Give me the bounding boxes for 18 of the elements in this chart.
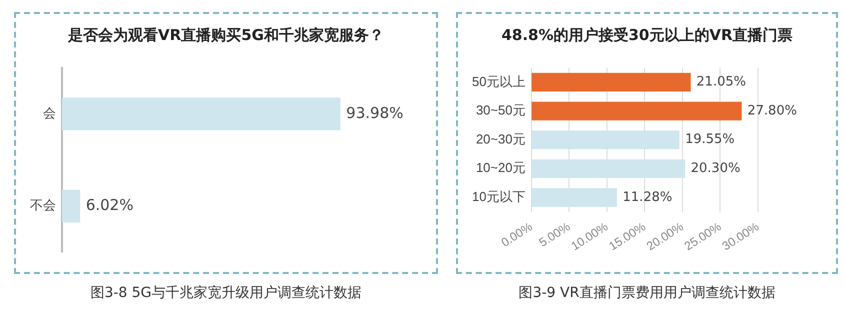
y-tick-label: 20~30元 <box>476 131 526 146</box>
data-label: 11.28% <box>622 190 672 205</box>
y-tick-label: 不会 <box>30 198 56 213</box>
data-label: 21.05% <box>696 74 746 90</box>
caption: 图3-8 5G与千兆家宽升级用户调查统计数据 <box>89 284 363 302</box>
y-tick-label: 50元以上 <box>472 74 526 89</box>
data-label: 93.98% <box>346 104 404 122</box>
y-tick-label: 10元以下 <box>472 189 526 204</box>
y-tick-label: 会 <box>43 105 56 120</box>
caption: 图3-9 VR直播门票费用用户调查统计数据 <box>518 284 776 302</box>
data-label: 6.02% <box>86 196 134 214</box>
data-label: 19.55% <box>685 132 735 148</box>
chart-title: 48.8%的用户接受30元以上的VR直播门票 <box>500 26 794 46</box>
data-label: 20.30% <box>690 161 740 176</box>
y-tick-label: 30~50元 <box>476 102 526 118</box>
chart-title: 是否会为观看VR直播购买5G和千兆家宽服务？ <box>67 26 385 46</box>
y-tick-label: 10~20元 <box>476 160 526 176</box>
data-label: 27.80% <box>747 103 797 118</box>
